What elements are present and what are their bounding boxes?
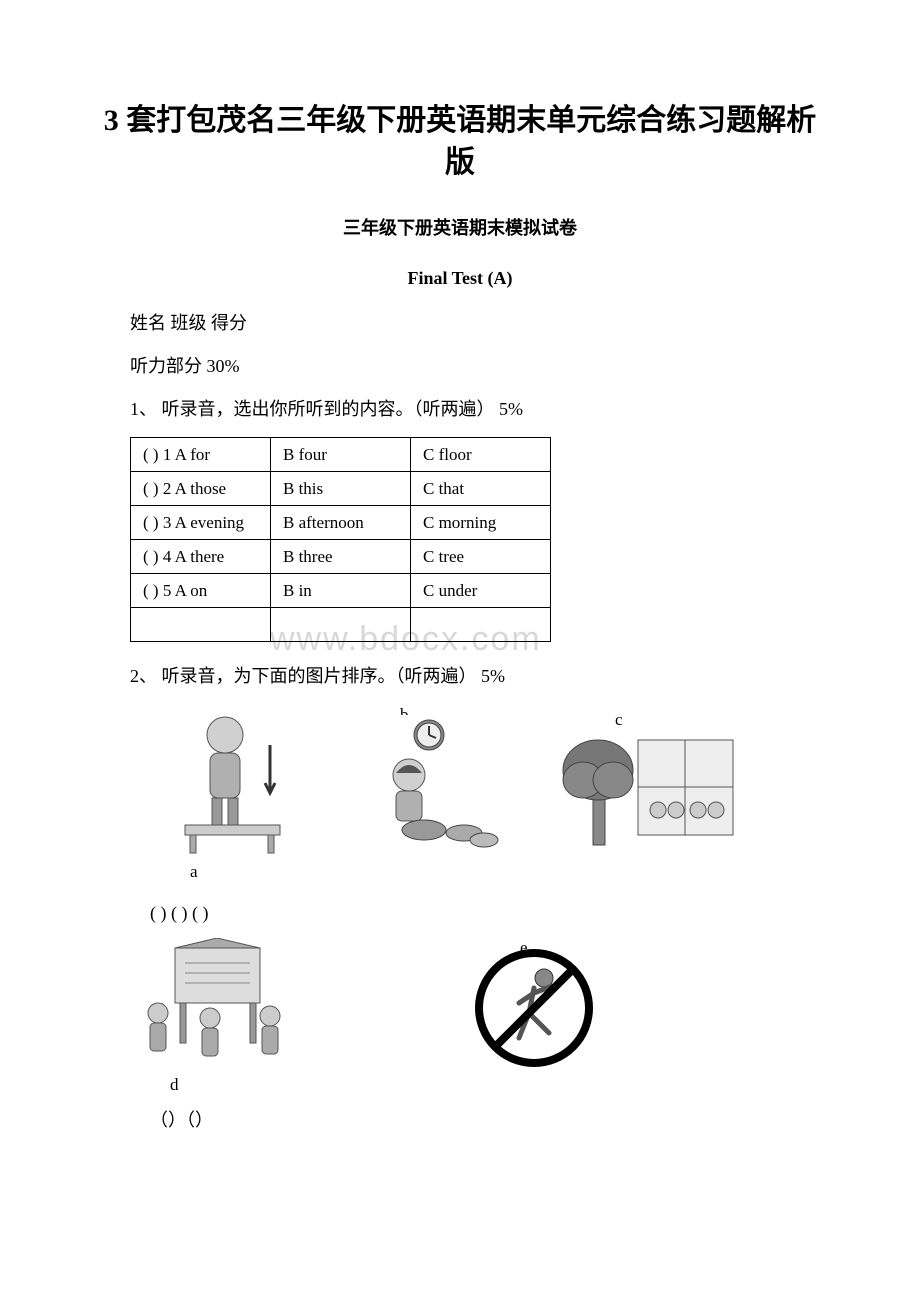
question-2: 2、 听录音，为下面的图片排序。（听两遍） 5%	[130, 662, 830, 691]
table-cell: B four	[271, 438, 411, 472]
image-row-2: e d	[140, 938, 830, 1078]
table-cell: C morning	[411, 506, 551, 540]
table-cell: B afternoon	[271, 506, 411, 540]
table-cell: C floor	[411, 438, 551, 472]
image-a-boy-bench	[170, 705, 300, 855]
table-cell: ( ) 4 A there	[131, 540, 271, 574]
image-a-container: a	[170, 705, 300, 860]
image-d-container: d	[140, 938, 290, 1073]
image-b-container	[354, 715, 514, 860]
question-1-table: ( ) 1 A for B four C floor ( ) 2 A those…	[130, 437, 551, 642]
table-cell: ( ) 1 A for	[131, 438, 271, 472]
subtitle: 三年级下册英语期末模拟试卷	[90, 214, 830, 240]
image-e-container	[474, 948, 594, 1073]
table-cell	[131, 608, 271, 642]
table-cell: B in	[271, 574, 411, 608]
table-cell: ( ) 3 A evening	[131, 506, 271, 540]
table-cell: ( ) 2 A those	[131, 472, 271, 506]
table-cell: ( ) 5 A on	[131, 574, 271, 608]
name-class-score-line: 姓名 班级 得分	[130, 309, 830, 338]
table-row	[131, 608, 551, 642]
table-row: ( ) 4 A there B three C tree	[131, 540, 551, 574]
table-cell: B this	[271, 472, 411, 506]
image-d-children-board	[140, 938, 290, 1068]
image-label-d: d	[170, 1075, 179, 1095]
table-cell: C under	[411, 574, 551, 608]
image-c-container	[558, 725, 738, 860]
image-b-boy-eating	[354, 715, 514, 855]
answer-parentheses-row-2: （）（）	[150, 1106, 830, 1132]
image-label-a: a	[190, 862, 198, 882]
table-row: ( ) 5 A on B in C under	[131, 574, 551, 608]
table-cell: C tree	[411, 540, 551, 574]
table-cell	[271, 608, 411, 642]
table-cell: B three	[271, 540, 411, 574]
table-row: ( ) 2 A those B this C that	[131, 472, 551, 506]
listening-section-header: 听力部分 30%	[130, 352, 830, 381]
main-title: 3 套打包茂名三年级下册英语期末单元综合练习题解析版	[90, 100, 830, 184]
table-cell	[411, 608, 551, 642]
question-1: 1、 听录音，选出你所听到的内容。（听两遍） 5%	[130, 395, 830, 424]
table-cell: C that	[411, 472, 551, 506]
image-row-1: b c a	[140, 705, 830, 875]
page-container: { "title": "3 套打包茂名三年级下册英语期末单元综合练习题解析版",…	[90, 100, 830, 1132]
answer-parentheses-row-1: ( ) ( ) ( )	[150, 903, 830, 924]
test-title: Final Test (A)	[90, 268, 830, 289]
table-row: ( ) 3 A evening B afternoon C morning	[131, 506, 551, 540]
table-row: ( ) 1 A for B four C floor	[131, 438, 551, 472]
image-e-no-running-sign	[474, 948, 594, 1068]
image-c-tree-window	[558, 725, 738, 855]
